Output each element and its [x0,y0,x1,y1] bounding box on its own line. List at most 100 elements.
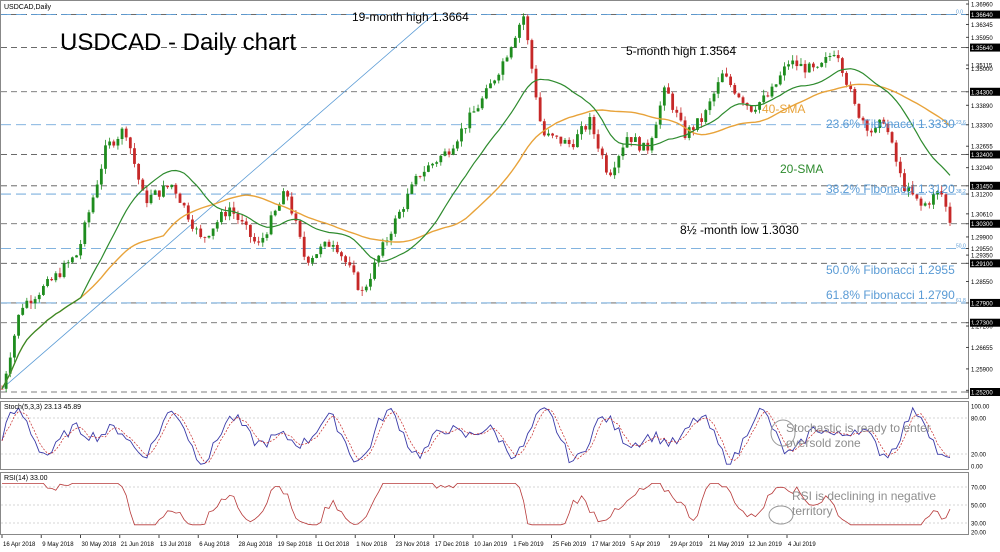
candle-body [625,137,629,148]
rsi-panel [0,472,969,535]
rsi-tick-label: 30.00 [971,522,987,528]
candle-body [650,138,654,151]
candle-body [331,244,335,247]
fib-label-382: 38.2% Fibonacci 1.3120 [826,182,955,196]
fib-label-618: 61.8% Fibonacci 1.2790 [826,288,955,302]
candle-body [54,273,58,281]
candle-body [170,184,174,188]
fibonacci-level-tag: 38.2 [956,189,966,195]
stoch-header: Stoch(5,3,3) 23.13 45.89 [4,404,81,411]
candle-body [377,255,381,263]
candle-body [315,254,319,258]
candle-body [211,228,215,236]
candle-body [605,155,608,173]
candle-body [832,55,836,57]
candle-body [865,120,869,131]
candle-body [157,190,161,197]
stoch-tick-label: 20.00 [971,453,987,459]
candle-body [335,244,339,253]
candle-body [551,133,554,136]
candle-body [41,286,45,295]
candle-body [580,126,583,135]
candle-body [232,207,236,214]
candle-body [398,211,401,219]
candle-body [290,196,294,214]
candle-body [542,121,546,136]
candle-body [526,16,530,41]
candle-body [253,236,256,242]
candle-body [108,141,112,146]
fibonacci-level-tag: 61.8 [956,298,966,304]
price-tick-label: 1.32040 [971,166,993,172]
date-tick-label: 11 Oct 2018 [317,542,350,548]
date-tick-label: 1 Nov 2018 [356,542,387,548]
annotation-5m-high: 5-month high 1.3564 [626,44,736,58]
annotation-19m-high: 19-month high 1.3664 [352,10,469,24]
price-tick-label: 1.25900 [971,367,993,373]
candle-body [795,60,799,67]
candle-body [869,130,873,133]
candle-body [75,255,78,258]
rsi-line [2,482,951,526]
candle-body [700,118,704,122]
price-tick-label: 1.33300 [971,123,993,129]
sma-40-line [1,83,951,390]
candle-body [803,63,807,73]
fibonacci-layer: 0.0 23.6 38.2 50.0 61.8 [1,10,968,390]
rsi-header: RSI(14) 33.00 [4,475,48,482]
candle-body [633,137,637,142]
candle-body [530,40,534,69]
candle-body [720,73,724,83]
candle-body [215,222,219,229]
candle-body [381,242,385,256]
candle-body [220,211,223,223]
candle-body [493,80,497,84]
candle-body [513,37,517,48]
candle-body [936,191,939,195]
candle-body [25,300,29,308]
candle-body [716,82,720,94]
candle-body [141,179,145,191]
price-tick-label: 1.36960 [971,3,993,9]
candle-body [799,63,803,67]
candle-body [836,55,840,59]
price-level-tag [970,259,1000,268]
candle-body [890,132,894,143]
candle-body [50,279,54,281]
candle-body [406,193,410,210]
date-tick-label: 23 Nov 2018 [396,542,431,548]
symbol-label: USDCAD,Daily [4,4,52,11]
candle-body [903,173,906,192]
candle-body [149,194,153,204]
price-tick-label: 1.35115 [971,64,993,70]
date-tick-label: 17 Mar 2019 [592,542,626,548]
rsi-highlight-circle [768,505,794,525]
candle-body [584,126,588,130]
date-tick-label: 4 Jul 2019 [788,542,816,548]
candle-body [886,123,890,133]
candle-body [845,72,848,85]
candle-body [762,95,766,103]
candle-body [203,236,207,238]
fibonacci-level-tag: 0.0 [956,10,963,16]
candle-body [547,133,550,136]
candle-body [696,118,699,130]
candle-body [195,228,198,230]
candle-body [319,246,323,255]
candle-body [323,241,327,247]
candle-body [766,95,770,97]
candle-body [787,64,790,67]
price-level-tag [970,298,1000,307]
candle-body [476,108,480,112]
candle-body [186,205,190,220]
candle-body [261,237,265,243]
date-tick-label: 17 Dec 2018 [435,542,470,548]
candle-body [236,213,240,220]
stoch-note-line2: oversold zone [786,436,861,450]
candle-body [33,299,37,304]
date-axis: 16 Apr 2018 9 May 2018 30 May 2018 21 Jun 2… [1,535,816,548]
candle-body [820,62,824,67]
price-tick-label: 1.28550 [971,280,993,286]
candle-body [621,147,625,157]
